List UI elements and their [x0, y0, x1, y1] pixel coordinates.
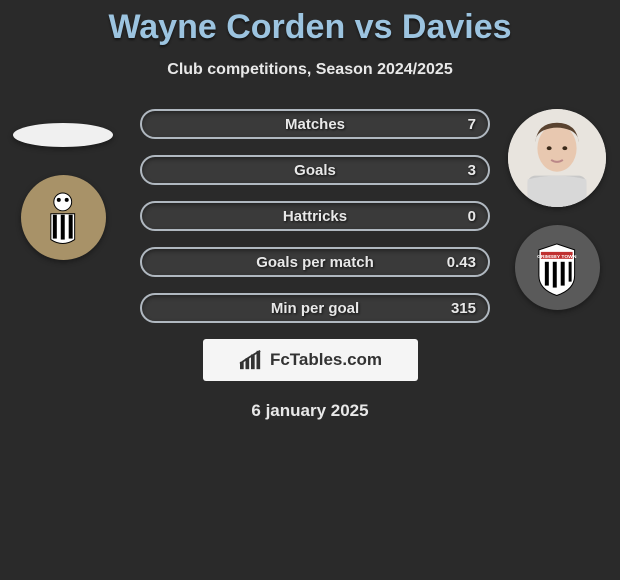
right-player-column: GRIMSBY TOWN [502, 109, 612, 310]
stat-row-matches: Matches 7 [140, 109, 490, 139]
notts-county-crest-icon [33, 188, 93, 248]
comparison-panel: GRIMSBY TOWN Matches 7 Goals 3 Hattricks… [0, 109, 620, 421]
stat-label: Goals per match [256, 254, 374, 271]
right-club-crest: GRIMSBY TOWN [515, 225, 600, 310]
branding-badge: FcTables.com [203, 339, 418, 381]
bar-chart-icon [238, 349, 264, 371]
left-player-avatar [13, 123, 113, 147]
branding-text: FcTables.com [270, 350, 382, 370]
stat-row-min-per-goal: Min per goal 315 [140, 293, 490, 323]
stat-label: Matches [285, 116, 345, 133]
stat-right-value: 7 [468, 116, 476, 133]
stat-right-value: 0 [468, 208, 476, 225]
page-title: Wayne Corden vs Davies [0, 0, 620, 47]
left-player-column [8, 109, 118, 260]
player-photo-icon [508, 109, 606, 207]
svg-text:GRIMSBY TOWN: GRIMSBY TOWN [537, 254, 577, 260]
stat-label: Goals [294, 162, 336, 179]
stat-bars: Matches 7 Goals 3 Hattricks 0 Goals per … [140, 109, 490, 323]
stat-label: Hattricks [283, 208, 347, 225]
stat-right-value: 3 [468, 162, 476, 179]
stat-row-hattricks: Hattricks 0 [140, 201, 490, 231]
stat-row-goals: Goals 3 [140, 155, 490, 185]
date-text: 6 january 2025 [0, 401, 620, 421]
subtitle: Club competitions, Season 2024/2025 [0, 61, 620, 79]
right-player-avatar [508, 109, 606, 207]
stat-label: Min per goal [271, 300, 359, 317]
stat-row-goals-per-match: Goals per match 0.43 [140, 247, 490, 277]
stat-right-value: 0.43 [447, 254, 476, 271]
stat-right-value: 315 [451, 300, 476, 317]
left-club-crest [21, 175, 106, 260]
grimsby-town-crest-icon: GRIMSBY TOWN [527, 238, 587, 298]
